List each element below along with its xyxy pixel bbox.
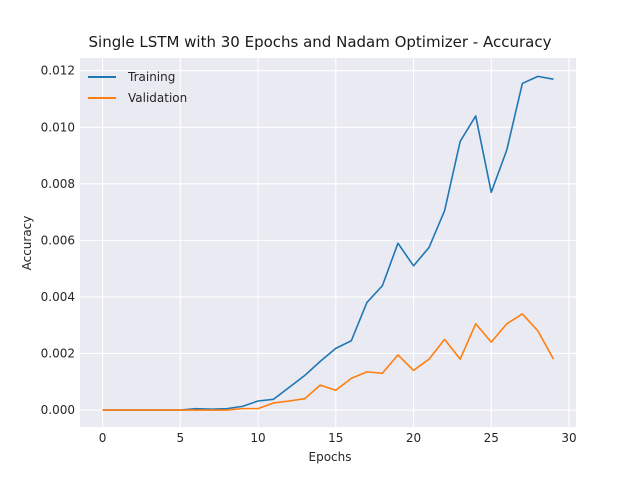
y-tick-label: 0.006: [41, 233, 75, 247]
y-tick-label: 0.002: [41, 346, 75, 360]
x-tick-label: 20: [406, 431, 421, 445]
x-tick-label: 5: [176, 431, 184, 445]
legend-swatch-training: [88, 75, 116, 78]
y-axis-label: Accuracy: [20, 215, 34, 271]
legend-label-validation: Validation: [128, 90, 188, 105]
chart-title: Single LSTM with 30 Epochs and Nadam Opt…: [88, 33, 552, 51]
x-axis-label: Epochs: [308, 450, 352, 464]
legend-item-validation: Validation: [88, 87, 187, 108]
legend-item-training: Training: [88, 66, 187, 87]
y-tick-label: 0.008: [41, 177, 75, 191]
x-tick-label: 15: [328, 431, 343, 445]
y-tick-label: 0.000: [41, 403, 75, 417]
legend-swatch-validation: [88, 96, 116, 99]
series-line-validation: [102, 313, 555, 411]
legend: Training Validation: [88, 66, 187, 108]
series-lines: [102, 75, 555, 411]
x-tick-label: 25: [484, 431, 499, 445]
legend-label-training: Training: [128, 69, 176, 84]
y-tick-label: 0.010: [41, 120, 75, 134]
x-tick-label: 10: [250, 431, 265, 445]
x-tick-label: 0: [99, 431, 107, 445]
plot-area: [80, 58, 576, 427]
x-tick-label: 30: [561, 431, 576, 445]
y-tick-label: 0.004: [41, 290, 75, 304]
y-tick-labels: 0.000 0.002 0.004 0.006 0.008 0.010 0.012: [41, 64, 75, 417]
x-tick-labels: 0 5 10 15 20 25 30: [99, 431, 577, 445]
y-tick-label: 0.012: [41, 64, 75, 78]
